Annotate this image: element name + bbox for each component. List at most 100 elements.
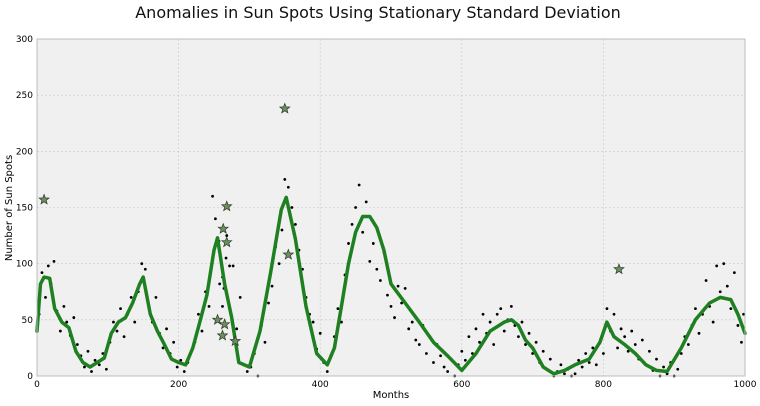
y-tick-label: 250 [16, 91, 33, 101]
data-point [44, 295, 47, 299]
data-point [577, 358, 581, 362]
data-point [207, 304, 211, 308]
data-point [175, 365, 179, 369]
data-point [495, 312, 499, 316]
x-tick-label: 600 [453, 380, 470, 390]
data-point [97, 363, 101, 367]
data-point [354, 206, 357, 209]
data-point [90, 370, 93, 373]
data-point [648, 349, 651, 353]
data-point [72, 316, 76, 319]
data-point [467, 335, 471, 339]
data-point [340, 320, 343, 324]
data-point [732, 271, 736, 275]
data-point [75, 343, 79, 346]
data-point [375, 267, 379, 271]
data-point [347, 242, 350, 245]
data-point [718, 290, 722, 294]
anomaly-star-marker [229, 334, 242, 347]
data-point [228, 264, 231, 268]
data-point [602, 352, 605, 355]
data-point [129, 295, 133, 299]
data-point [386, 293, 389, 297]
data-point [612, 312, 616, 316]
data-point [325, 370, 329, 373]
data-point [531, 352, 534, 355]
data-point [478, 340, 481, 344]
data-point [221, 304, 224, 308]
data-point [83, 365, 86, 369]
data-point [218, 282, 222, 286]
y-tick-label: 300 [16, 35, 33, 45]
data-point [235, 327, 239, 331]
data-point [93, 358, 97, 362]
plot-frame [36, 38, 746, 377]
anomaly-markers [38, 102, 625, 347]
chart-title: Anomalies in Sun Spots Using Stationary … [135, 3, 621, 22]
data-point [623, 335, 627, 339]
x-tick-label: 1000 [734, 380, 757, 390]
data-point [439, 354, 442, 358]
anomaly-star-marker [217, 222, 230, 234]
data-point [336, 307, 340, 310]
data-point [517, 335, 520, 339]
data-point [378, 279, 382, 282]
y-tick-label: 0 [27, 372, 33, 382]
data-point [463, 358, 467, 362]
data-point [425, 352, 428, 355]
data-point [414, 338, 418, 342]
data-point [112, 320, 115, 324]
data-point [563, 372, 566, 376]
data-point [559, 363, 563, 367]
anomaly-star-marker [220, 200, 233, 212]
data-point [225, 234, 229, 237]
data-point [65, 320, 69, 324]
data-point [527, 331, 531, 335]
data-point [86, 349, 90, 353]
data-point [133, 320, 137, 324]
data-point [686, 343, 690, 346]
data-point [432, 361, 435, 364]
data-point [290, 206, 294, 209]
data-point [640, 338, 644, 342]
data-point [587, 361, 591, 364]
data-point [509, 304, 513, 308]
data-point [357, 183, 361, 187]
data-point [267, 301, 270, 305]
data-point [446, 370, 450, 373]
data-point [165, 327, 168, 331]
data-point [172, 340, 176, 344]
data-point [704, 279, 708, 282]
data-point [697, 331, 701, 335]
data-point [619, 327, 623, 331]
data-point [143, 267, 147, 271]
data-point [263, 340, 267, 344]
data-point [626, 349, 630, 353]
anomaly-star-marker [216, 329, 229, 341]
data-point [270, 284, 274, 288]
data-point [591, 346, 595, 350]
y-tick-label: 200 [16, 147, 33, 157]
data-point [122, 335, 126, 339]
data-point [161, 346, 165, 350]
data-point [520, 320, 524, 324]
data-point [182, 370, 186, 373]
data-point [499, 307, 503, 310]
anomaly-star-marker [211, 313, 224, 325]
data-point [474, 327, 478, 331]
anomaly-star-marker [38, 193, 50, 205]
data-point [616, 346, 619, 350]
data-point [548, 357, 552, 361]
data-point [722, 262, 726, 266]
data-point [736, 324, 740, 327]
data-point [277, 262, 281, 266]
data-point [573, 372, 577, 376]
data-point [711, 320, 715, 324]
data-point [214, 217, 217, 221]
data-point [52, 260, 56, 263]
x-tick-label: 0 [34, 380, 40, 390]
data-point [318, 331, 322, 335]
data-point [311, 320, 315, 324]
x-tick-label: 200 [170, 380, 187, 390]
